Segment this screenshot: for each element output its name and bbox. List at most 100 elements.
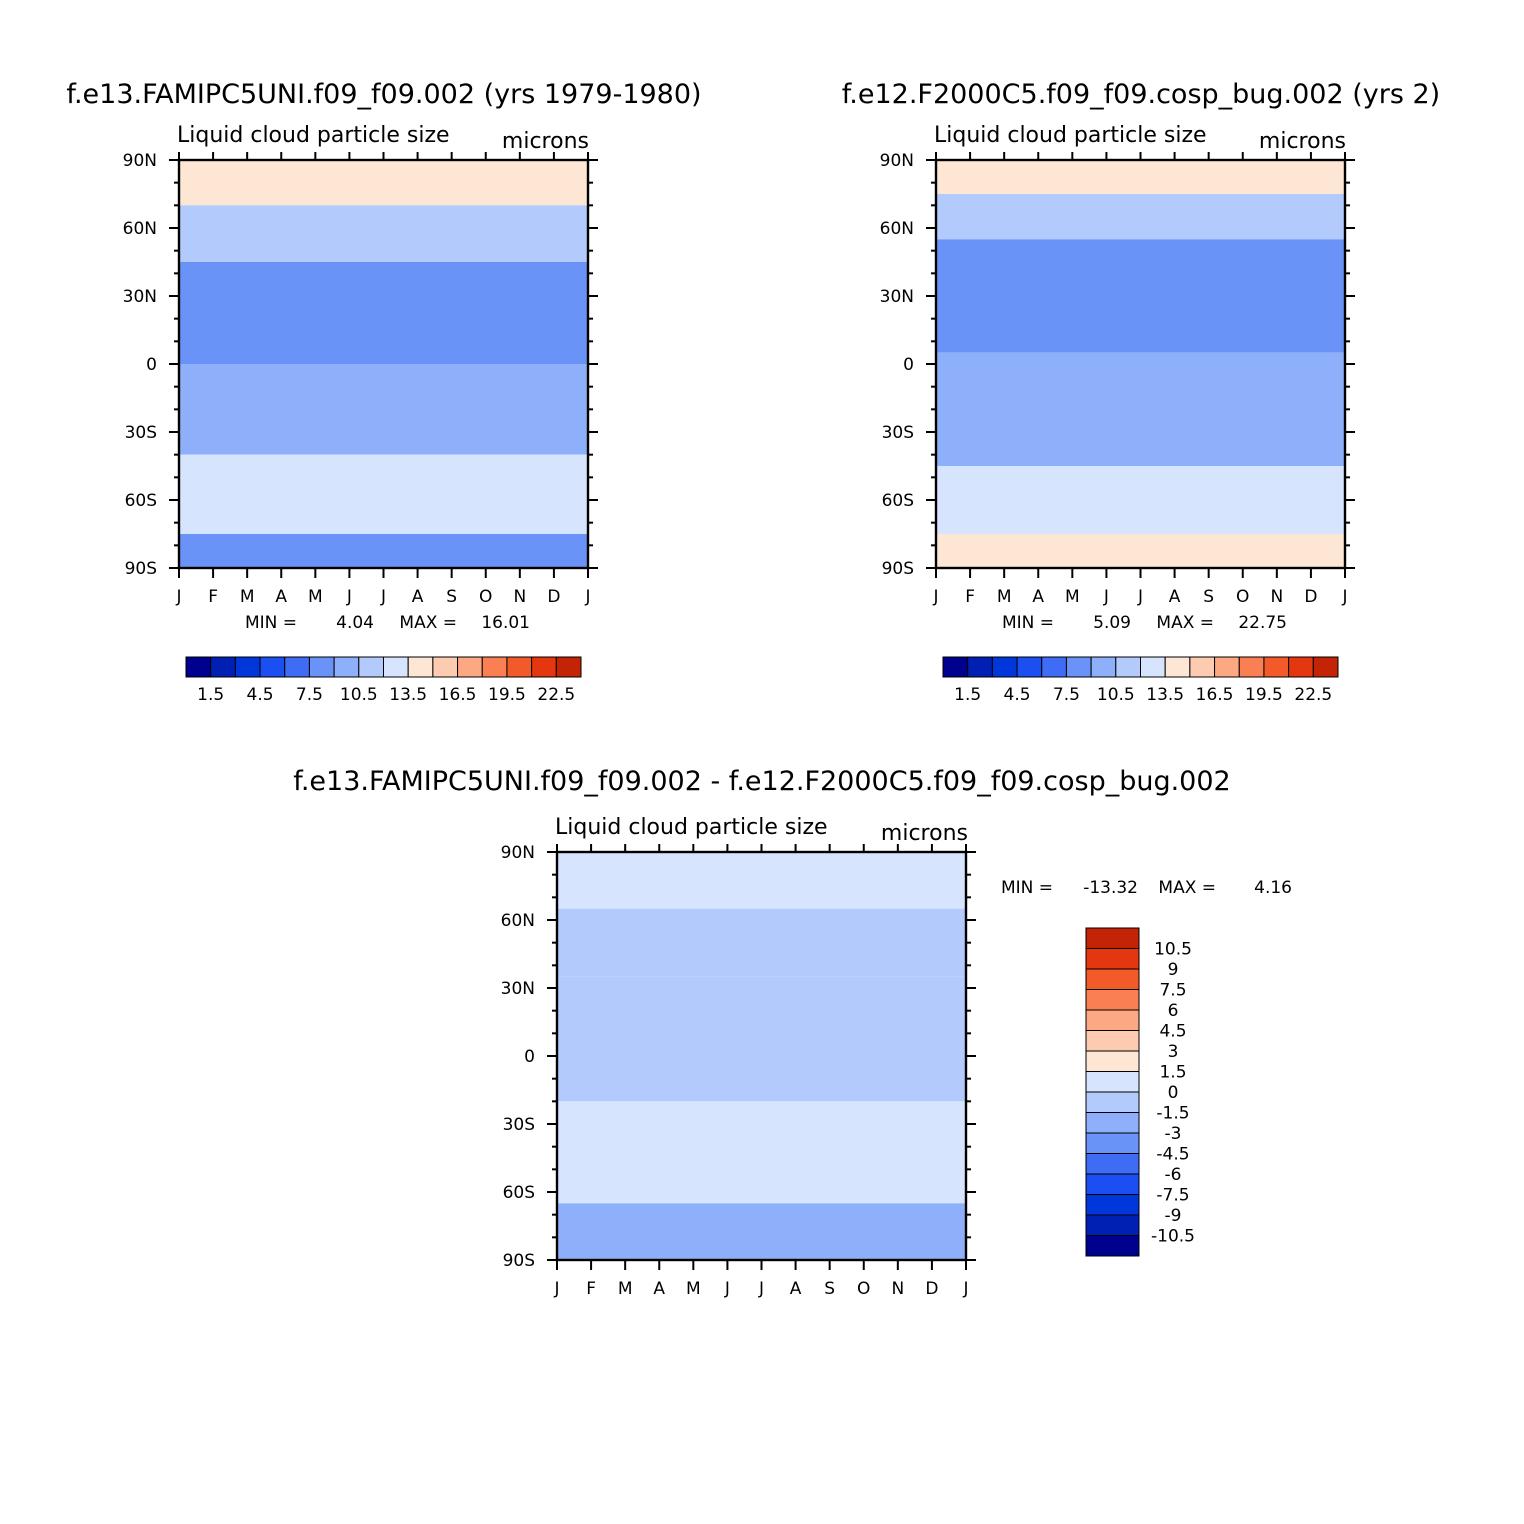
max-label: MAX = bbox=[399, 613, 457, 633]
colorbar-box bbox=[1288, 656, 1314, 678]
x-tick-label: N bbox=[513, 587, 526, 607]
min-label: MIN = bbox=[245, 613, 297, 633]
colorbar-box bbox=[1189, 656, 1216, 678]
x-tick-label: D bbox=[547, 587, 560, 607]
panel-subtitle-left: Liquid cloud particle size bbox=[934, 123, 1207, 148]
colorbar-label: -7.5 bbox=[1156, 1186, 1189, 1206]
colorbar-box bbox=[1238, 656, 1265, 678]
colorbar-box bbox=[308, 656, 335, 678]
colorbar-box bbox=[284, 656, 310, 678]
colorbar-box bbox=[1085, 927, 1140, 949]
colorbar-label: 7.5 bbox=[1053, 685, 1080, 705]
x-tick-label: J bbox=[1341, 587, 1347, 607]
colorbar-label: 6 bbox=[1168, 1001, 1179, 1021]
colorbar-box bbox=[259, 656, 286, 678]
x-tick-label: N bbox=[1270, 587, 1283, 607]
colorbar-box bbox=[210, 656, 236, 678]
y-tick-label: 30N bbox=[501, 979, 535, 999]
y-tick-label: 60S bbox=[125, 491, 157, 511]
panel-title: f.e12.F2000C5.f09_f09.cosp_bug.002 (yrs … bbox=[842, 79, 1440, 110]
colorbar-box bbox=[1115, 656, 1141, 678]
colorbar-label: 1.5 bbox=[197, 685, 224, 705]
panel-subtitle-right: microns bbox=[502, 129, 589, 154]
x-tick-label: M bbox=[997, 587, 1012, 607]
colorbar-label: -1.5 bbox=[1156, 1104, 1189, 1124]
max-value: 4.16 bbox=[1254, 878, 1292, 898]
colorbar-label: 3 bbox=[1168, 1042, 1179, 1062]
y-tick-label: 30S bbox=[503, 1115, 535, 1135]
colorbar-label: 22.5 bbox=[1294, 685, 1332, 705]
y-tick-label: 60S bbox=[882, 491, 914, 511]
colorbar-label: 13.5 bbox=[389, 685, 427, 705]
colorbar-box bbox=[1085, 948, 1140, 970]
x-tick-label: O bbox=[479, 587, 492, 607]
y-tick-label: 60N bbox=[123, 219, 157, 239]
contour-band bbox=[179, 160, 588, 206]
colorbar-box bbox=[1085, 1091, 1140, 1113]
contour-band bbox=[936, 352, 1345, 466]
y-tick-label: 30N bbox=[880, 287, 914, 307]
panel-subtitle-left: Liquid cloud particle size bbox=[555, 815, 828, 840]
colorbar-label: 0 bbox=[1168, 1083, 1179, 1103]
panel-title: f.e13.FAMIPC5UNI.f09_f09.002 (yrs 1979-1… bbox=[66, 79, 701, 110]
colorbar-box bbox=[1085, 1173, 1140, 1195]
x-tick-label: M bbox=[1065, 587, 1080, 607]
colorbar-label: 10.5 bbox=[340, 685, 378, 705]
y-tick-label: 30S bbox=[125, 423, 157, 443]
contour-band bbox=[179, 364, 588, 455]
max-value: 22.75 bbox=[1238, 613, 1287, 633]
colorbar-box bbox=[1085, 1153, 1140, 1175]
contour-band bbox=[557, 908, 966, 977]
contour-band bbox=[179, 262, 588, 364]
max-label: MAX = bbox=[1158, 878, 1216, 898]
contour-band bbox=[936, 534, 1345, 568]
colorbar: 10.597.564.531.50-1.5-3-4.5-6-7.5-9-10.5 bbox=[1085, 927, 1195, 1257]
x-tick-label: M bbox=[308, 587, 323, 607]
y-tick-label: 30S bbox=[882, 423, 914, 443]
colorbar-box bbox=[1085, 1009, 1140, 1031]
x-tick-label: M bbox=[686, 1279, 701, 1299]
colorbar-label: 10.5 bbox=[1097, 685, 1135, 705]
contour-field bbox=[557, 852, 966, 1260]
panel-f2000c5: f.e12.F2000C5.f09_f09.cosp_bug.002 (yrs … bbox=[842, 79, 1440, 705]
x-tick-label: A bbox=[790, 1279, 802, 1299]
colorbar-box bbox=[1140, 656, 1166, 678]
colorbar-label: 7.5 bbox=[296, 685, 323, 705]
contour-band bbox=[179, 454, 588, 534]
y-tick-label: 0 bbox=[146, 355, 157, 375]
colorbar: 1.5 4.5 7.5 10.5 13.5 16.5 19.5 22.5 bbox=[185, 656, 582, 705]
colorbar-label: 16.5 bbox=[439, 685, 477, 705]
contour-band bbox=[179, 205, 588, 262]
colorbar-box bbox=[1085, 1214, 1140, 1236]
panel-subtitle-left: Liquid cloud particle size bbox=[177, 123, 450, 148]
x-tick-label: A bbox=[275, 587, 287, 607]
contour-band bbox=[557, 1101, 966, 1204]
y-tick-label: 30N bbox=[123, 287, 157, 307]
min-label: MIN = bbox=[1002, 613, 1054, 633]
colorbar-label: 22.5 bbox=[537, 685, 575, 705]
min-value: 4.04 bbox=[336, 613, 374, 633]
colorbar-box bbox=[1085, 989, 1140, 1011]
colorbar-label: 19.5 bbox=[1245, 685, 1283, 705]
contour-field bbox=[936, 160, 1345, 568]
y-tick-label: 90N bbox=[501, 843, 535, 863]
x-tick-label: J bbox=[932, 587, 938, 607]
x-tick-label: F bbox=[208, 587, 218, 607]
colorbar-box bbox=[1214, 656, 1240, 678]
colorbar-box bbox=[1016, 656, 1043, 678]
min-value: 5.09 bbox=[1093, 613, 1131, 633]
colorbar-box bbox=[407, 656, 434, 678]
colorbar-box bbox=[1263, 656, 1290, 678]
contour-band bbox=[936, 160, 1345, 194]
colorbar-box bbox=[531, 656, 557, 678]
colorbar-label: -10.5 bbox=[1151, 1227, 1195, 1247]
x-tick-label: S bbox=[446, 587, 457, 607]
x-tick-label: J bbox=[380, 587, 386, 607]
colorbar-box bbox=[1085, 968, 1140, 990]
colorbar-label: 10.5 bbox=[1154, 940, 1192, 960]
colorbar-label: -3 bbox=[1165, 1124, 1182, 1144]
x-tick-label: D bbox=[1304, 587, 1317, 607]
colorbar-box bbox=[1085, 1050, 1140, 1072]
